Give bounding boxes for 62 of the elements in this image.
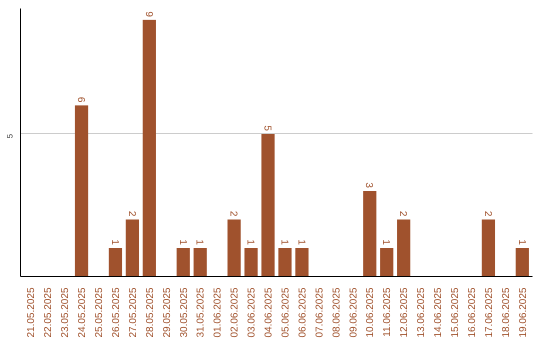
data-label: 1 (176, 239, 188, 246)
x-tick-label: 31.05.2025 (196, 287, 207, 338)
x-tick-label: 25.05.2025 (94, 287, 105, 338)
bar (380, 248, 394, 276)
bar (108, 248, 122, 276)
x-tick-label: 19.06.2025 (518, 287, 529, 338)
x-tick-label: 23.05.2025 (60, 287, 72, 338)
x-tick-label: 24.05.2025 (77, 287, 88, 338)
x-tick-label: 17.06.2025 (484, 287, 495, 338)
data-label: 3 (363, 182, 374, 188)
bar (516, 248, 529, 276)
bar (142, 20, 156, 276)
x-tick-label: 09.06.2025 (348, 287, 360, 338)
x-tick-label: 21.05.2025 (26, 287, 38, 338)
data-label: 2 (228, 210, 239, 217)
data-label: 1 (295, 239, 306, 246)
x-tick-label: 13.06.2025 (416, 287, 428, 338)
x-tick-label: 02.06.2025 (230, 287, 241, 338)
bar (482, 219, 496, 276)
bar (194, 248, 207, 276)
data-label: 1 (244, 239, 256, 246)
bar (126, 219, 140, 276)
x-tick-label: 05.06.2025 (280, 287, 292, 338)
x-tick-label: 08.06.2025 (331, 287, 342, 338)
x-tick-label: 29.05.2025 (162, 287, 173, 338)
x-tick-label: 27.05.2025 (128, 287, 139, 338)
data-label: 9 (142, 11, 154, 18)
data-label: 1 (278, 239, 290, 246)
bar (176, 248, 190, 276)
data-label: 2 (126, 210, 137, 217)
data-label: 2 (397, 210, 408, 217)
x-tick-label: 28.05.2025 (144, 287, 156, 338)
data-label: 1 (194, 239, 205, 246)
x-tick-label: 12.06.2025 (399, 287, 410, 338)
data-label: 1 (516, 239, 527, 246)
x-tick-label: 18.06.2025 (500, 287, 512, 338)
x-tick-label: 01.06.2025 (212, 287, 224, 338)
x-tick-label: 26.05.2025 (110, 287, 122, 338)
x-tick-label: 03.06.2025 (246, 287, 258, 338)
x-tick-label: 16.06.2025 (466, 287, 478, 338)
x-tick-label: 15.06.2025 (450, 287, 462, 338)
x-tick-label: 06.06.2025 (297, 287, 308, 338)
bar (363, 190, 376, 276)
x-tick-label: 04.06.2025 (264, 287, 275, 338)
bar (397, 219, 410, 276)
bar (74, 105, 88, 276)
x-tick-label: 11.06.2025 (382, 287, 394, 337)
data-label: 2 (482, 210, 493, 217)
x-tick-label: 22.05.2025 (43, 287, 54, 338)
data-label: 1 (380, 239, 392, 246)
data-label: 5 (262, 125, 273, 132)
data-label: 6 (75, 96, 86, 103)
bar (244, 248, 258, 276)
bar (295, 248, 309, 276)
bar (261, 134, 275, 276)
bar (228, 219, 241, 276)
x-tick-label: 10.06.2025 (365, 287, 376, 338)
x-tick-label: 30.05.2025 (178, 287, 190, 338)
bar (278, 248, 292, 276)
x-tick-label: 14.06.2025 (433, 287, 444, 338)
x-tick-label: 07.06.2025 (314, 287, 326, 338)
data-label: 1 (108, 239, 120, 246)
